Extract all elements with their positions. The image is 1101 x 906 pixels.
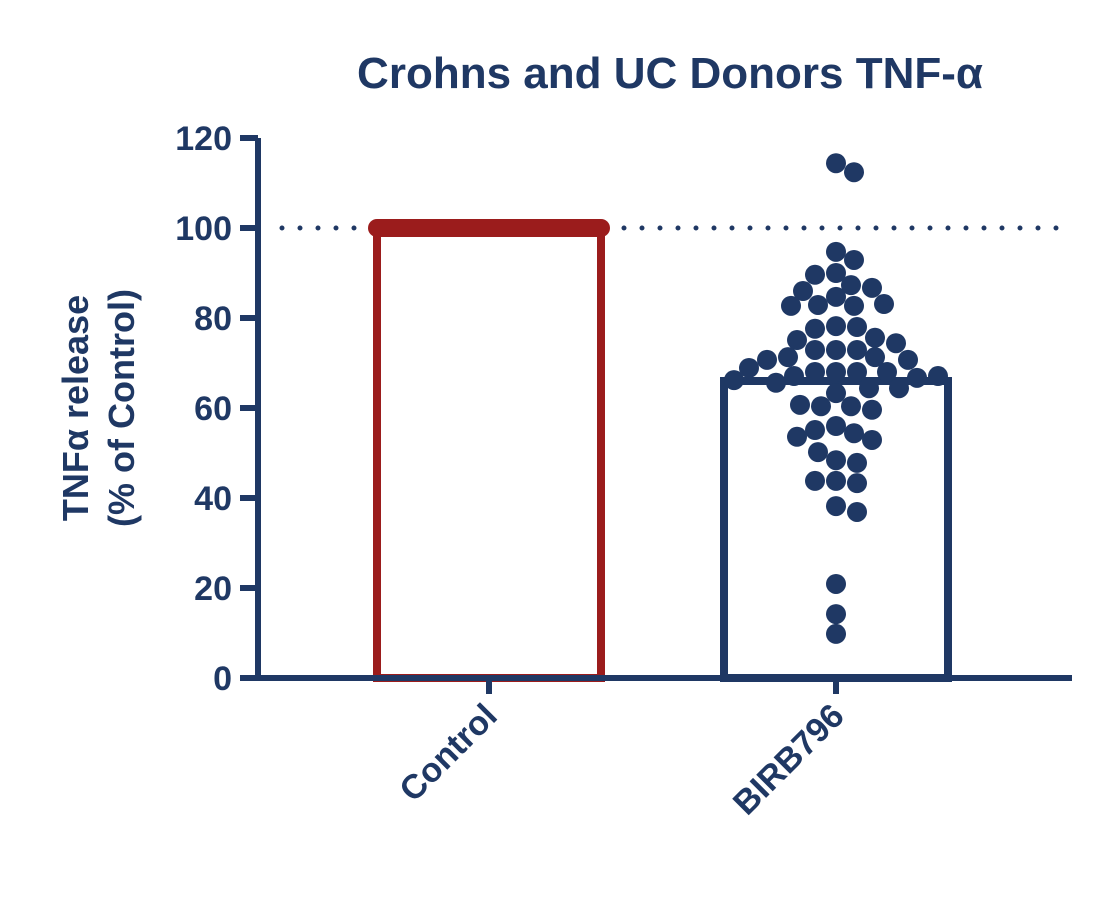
data-point (766, 372, 786, 393)
data-point (844, 423, 864, 444)
data-point (826, 286, 846, 307)
data-point (826, 339, 846, 360)
data-point (859, 378, 879, 399)
y-axis-label: TNFα release (% of Control) (55, 289, 142, 527)
data-point (805, 264, 825, 285)
data-point (898, 349, 918, 370)
data-point (805, 420, 825, 441)
data-point (826, 416, 846, 436)
data-point (847, 501, 867, 522)
data-point (844, 249, 864, 270)
y-tick-label: 0 (213, 660, 232, 698)
data-point (847, 473, 867, 494)
data-point (841, 396, 861, 417)
data-point (847, 317, 867, 337)
y-tick-label: 60 (194, 390, 232, 428)
data-point (826, 362, 846, 382)
data-point (787, 426, 807, 447)
chart-title: Crohns and UC Donors TNF-α (357, 49, 983, 98)
y-label-line: TNFα release (55, 295, 96, 521)
data-point (844, 162, 864, 183)
x-tick-label: BIRB796 (726, 697, 852, 823)
data-point (844, 295, 864, 316)
data-point (847, 452, 867, 473)
data-point (862, 429, 882, 450)
y-tick-label: 100 (175, 210, 232, 248)
y-tick-label: 120 (175, 120, 232, 158)
data-point (886, 333, 906, 354)
data-point (808, 442, 828, 463)
data-point (826, 153, 846, 174)
data-point (811, 396, 831, 417)
data-point (928, 366, 948, 387)
data-point (847, 362, 867, 382)
data-point (826, 496, 846, 517)
data-point (805, 339, 825, 360)
data-point (877, 362, 897, 382)
data-point (862, 277, 882, 298)
data-point (781, 295, 801, 316)
data-point (865, 347, 885, 368)
data-point (907, 367, 927, 388)
data-point (784, 366, 804, 387)
data-point (826, 241, 846, 262)
data-point (874, 294, 894, 315)
data-point (739, 357, 759, 378)
data-point (805, 470, 825, 491)
y-label-line: (% of Control) (101, 289, 142, 527)
data-point (808, 294, 828, 315)
data-point (826, 623, 846, 644)
data-point (757, 349, 777, 370)
y-tick-label: 20 (194, 570, 232, 608)
data-point (826, 383, 846, 404)
data-point (793, 281, 813, 301)
data-point (790, 394, 810, 415)
x-tick-label: Control (392, 697, 504, 809)
data-point (826, 450, 846, 471)
x-tick-label-group: Control (392, 697, 504, 809)
x-tick-label-group: BIRB796 (726, 697, 852, 823)
data-point (889, 378, 909, 399)
data-point (805, 318, 825, 339)
data-point (826, 604, 846, 625)
data-point (826, 316, 846, 337)
data-point (724, 370, 744, 391)
data-point (778, 347, 798, 368)
data-point (865, 327, 885, 348)
data-point (826, 263, 846, 283)
data-point (826, 573, 846, 594)
data-point (862, 399, 882, 420)
y-tick-label: 80 (194, 300, 232, 338)
data-point (787, 330, 807, 351)
data-point (805, 362, 825, 382)
data-point (847, 339, 867, 360)
data-point (826, 470, 846, 491)
y-tick-label: 40 (194, 480, 232, 518)
bar (373, 224, 605, 682)
data-point (841, 275, 861, 296)
